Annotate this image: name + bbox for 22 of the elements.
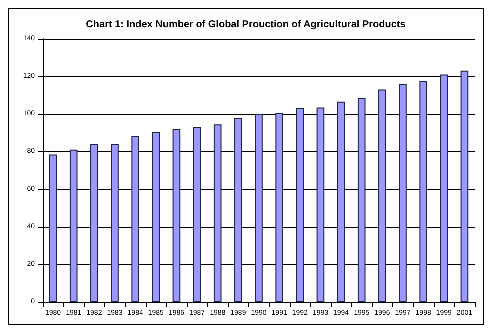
bar <box>90 144 98 302</box>
bar <box>49 154 58 302</box>
bar <box>111 144 119 302</box>
bar <box>440 74 448 302</box>
bar <box>152 132 160 302</box>
bar <box>172 129 181 302</box>
chart-title: Chart 1: Index Number of Global Prouction of Agricultural Products <box>86 20 406 30</box>
bar <box>296 108 304 302</box>
bar <box>460 70 469 302</box>
bar <box>214 124 222 302</box>
bar <box>420 81 428 302</box>
bar <box>399 84 407 302</box>
bar <box>70 150 78 302</box>
bar <box>316 108 325 302</box>
bar <box>276 113 284 302</box>
bar <box>255 114 263 302</box>
bar <box>337 102 346 302</box>
bar <box>193 127 202 302</box>
bar <box>132 136 140 302</box>
bar <box>358 98 366 302</box>
bar <box>234 118 242 302</box>
bar <box>378 90 386 302</box>
